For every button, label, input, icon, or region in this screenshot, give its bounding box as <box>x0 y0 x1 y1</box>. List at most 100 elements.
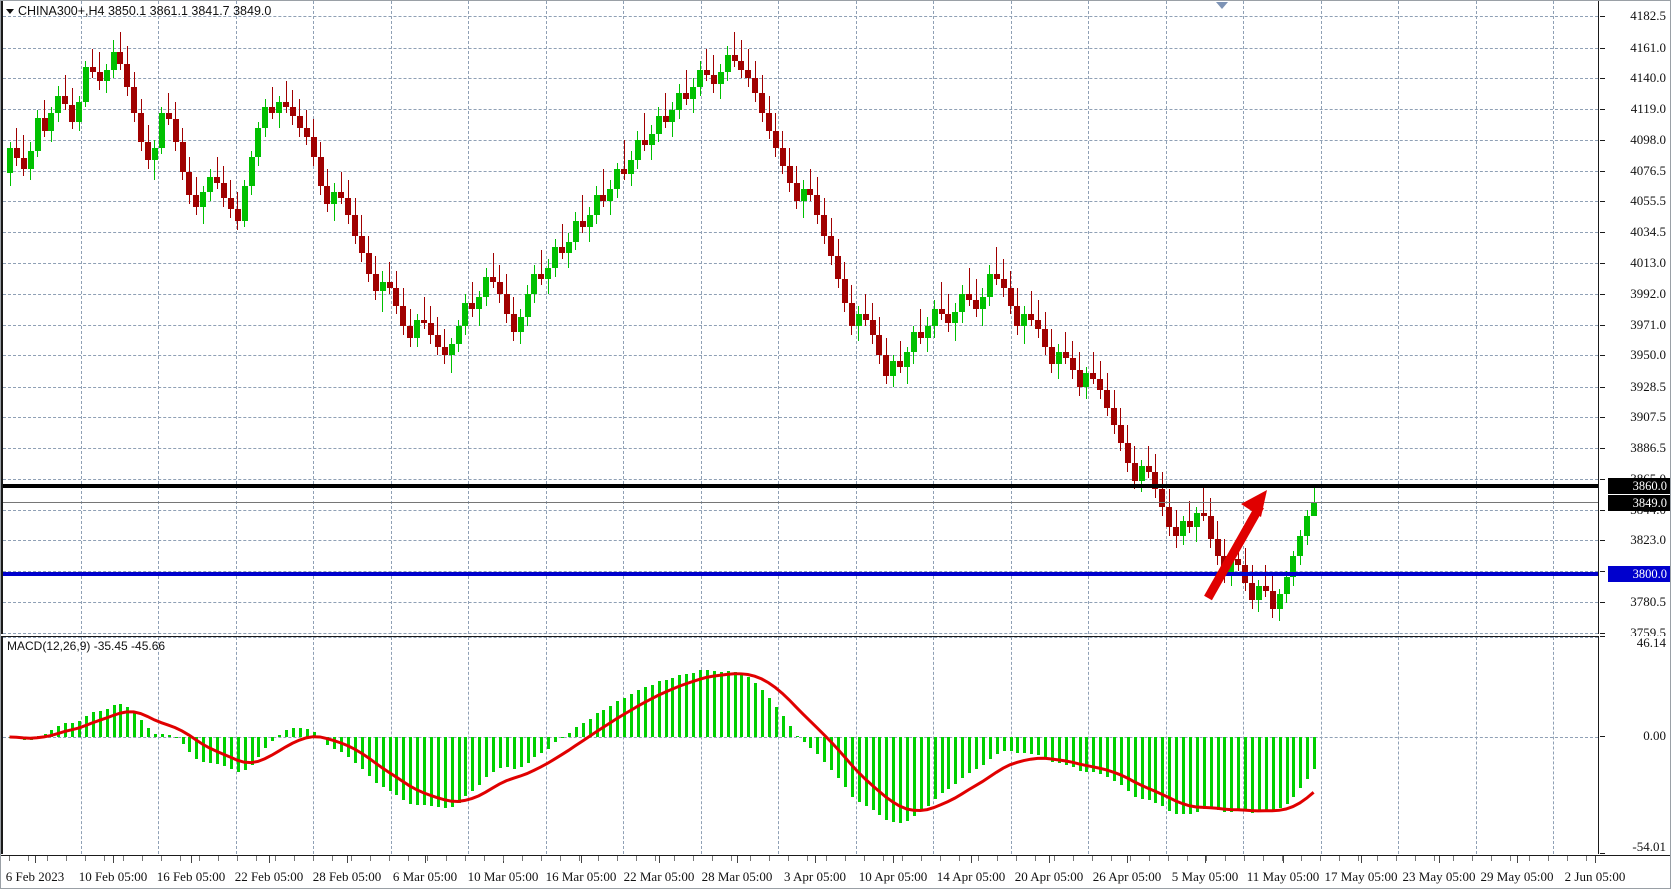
candle-body <box>317 156 324 187</box>
macd-histogram-bar <box>1230 736 1234 812</box>
candle-body <box>1180 521 1186 537</box>
macd-histogram-bar <box>816 736 820 755</box>
macd-histogram-bar <box>1092 736 1096 773</box>
macd-histogram-bar <box>636 689 640 737</box>
candle-body <box>869 320 876 335</box>
support-line[interactable] <box>3 571 1598 576</box>
time-axis-minor-tick <box>1244 856 1245 861</box>
macd-time-gridline <box>1476 637 1477 854</box>
time-axis[interactable]: 6 Feb 2023 10 Feb 05:00 16 Feb 05:00 22 Feb… <box>1 855 1670 888</box>
candle-body <box>1200 512 1207 516</box>
time-gridline <box>1321 1 1322 634</box>
support-level-tag[interactable]: 3800.0 <box>1608 565 1670 582</box>
time-axis-minor-tick <box>940 856 941 861</box>
price-axis-label: 3928.5 <box>1630 378 1666 394</box>
macd-histogram-bar <box>471 736 475 792</box>
macd-histogram-bar <box>588 718 592 737</box>
time-axis-minor-tick <box>85 856 86 861</box>
time-axis-minor-tick <box>1206 856 1207 861</box>
macd-histogram-bar <box>1202 736 1206 810</box>
candle-body <box>241 186 248 222</box>
candle-body <box>421 320 427 324</box>
macd-histogram-bar <box>1140 736 1144 799</box>
chart-scroll-marker-icon[interactable] <box>1216 2 1228 9</box>
macd-histogram-bar <box>699 670 702 737</box>
candle-body <box>462 302 469 327</box>
candle-wick <box>1148 445 1149 478</box>
price-gridline <box>3 509 1598 511</box>
price-gridline <box>3 294 1598 296</box>
bid-line[interactable] <box>3 484 1598 489</box>
time-axis-minor-tick <box>1529 856 1530 861</box>
candle-body <box>931 308 938 327</box>
macd-histogram-bar <box>50 730 54 737</box>
time-axis-tick <box>893 856 894 863</box>
candle-body <box>848 302 855 327</box>
macd-histogram-bar <box>264 736 268 748</box>
macd-indicator-pane[interactable]: MACD(12,26,9) -35.45 -45.66 <box>1 636 1599 854</box>
candle-body <box>1311 502 1318 516</box>
time-axis-label: 2 Jun 05:00 <box>1564 869 1626 884</box>
time-axis-minor-tick <box>142 856 143 861</box>
candle-body <box>352 215 358 236</box>
macd-histogram-bar <box>271 736 275 742</box>
price-axis-tick <box>1600 386 1605 388</box>
price-axis[interactable]: 4182.5 4161.0 4140.0 4119.0 4098.0 4076.5 4055… <box>1600 1 1670 639</box>
macd-histogram-bar <box>947 736 951 790</box>
chevron-down-icon[interactable] <box>6 9 14 15</box>
macd-signal-polyline <box>9 672 1315 813</box>
ask-line[interactable] <box>3 502 1598 504</box>
candle-body <box>1000 279 1007 289</box>
macd-axis-label: -54.01 <box>1632 839 1666 854</box>
macd-axis[interactable]: 46.14 0.00 -54.01 <box>1600 636 1670 854</box>
candle-body <box>200 191 207 207</box>
price-axis-tick <box>1600 139 1605 141</box>
time-axis-minor-tick <box>1415 856 1416 861</box>
candle-body <box>938 308 945 315</box>
candle-body <box>862 314 869 321</box>
macd-histogram-bar <box>1188 736 1192 815</box>
candle-body <box>476 296 483 309</box>
time-axis-minor-tick <box>655 856 656 861</box>
macd-histogram-bar <box>540 736 544 754</box>
price-chart-pane[interactable] <box>1 1 1599 634</box>
candle-body <box>179 142 186 172</box>
macd-histogram-bar <box>961 736 965 778</box>
candle-wick <box>975 279 977 318</box>
time-axis-minor-tick <box>1130 856 1131 861</box>
time-axis-label: 28 Mar 05:00 <box>701 869 773 884</box>
time-axis-minor-tick <box>66 856 67 861</box>
candle-body <box>227 197 234 210</box>
candle-body <box>772 130 779 149</box>
time-gridline <box>1011 1 1012 634</box>
price-axis-label: 4182.5 <box>1630 8 1666 24</box>
macd-histogram-bar <box>761 689 765 737</box>
candle-body <box>1304 515 1311 537</box>
price-gridline <box>3 47 1598 49</box>
price-axis-label: 3907.5 <box>1630 409 1666 425</box>
candle-wick <box>216 156 218 190</box>
bullish-arrow-annotation <box>1204 490 1267 601</box>
candle-body <box>1124 442 1131 464</box>
bid-price-tag[interactable]: 3860.0 <box>1608 478 1670 495</box>
candle-body <box>1290 556 1297 577</box>
price-gridline <box>3 479 1598 481</box>
time-axis-minor-tick <box>1054 856 1055 861</box>
candle-body <box>759 92 766 114</box>
ask-price-tag[interactable]: 3849.0 <box>1608 494 1670 511</box>
candle-body <box>248 156 255 187</box>
macd-histogram-bar <box>837 736 840 779</box>
macd-histogram-bar <box>643 687 647 737</box>
candle-body <box>897 361 904 367</box>
macd-histogram-bar <box>623 697 627 737</box>
macd-histogram-bar <box>140 719 144 737</box>
time-axis-minor-tick <box>408 856 409 861</box>
time-axis-minor-tick <box>1586 856 1587 861</box>
macd-histogram-bar <box>133 711 137 737</box>
candle-wick <box>444 329 446 364</box>
candle-wick <box>665 92 666 128</box>
macd-histogram-bar <box>981 736 985 766</box>
candle-wick <box>1265 565 1267 598</box>
candle-body <box>676 92 683 111</box>
price-axis-label: 3780.5 <box>1630 594 1666 610</box>
